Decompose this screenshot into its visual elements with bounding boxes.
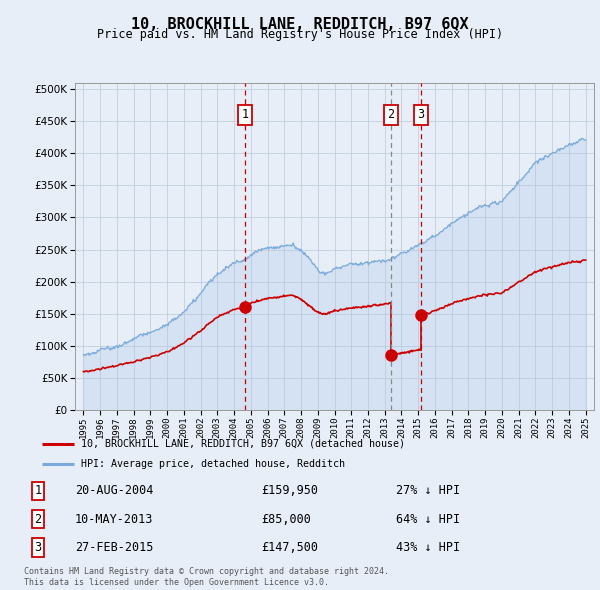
Text: 10, BROCKHILL LANE, REDDITCH, B97 6QX: 10, BROCKHILL LANE, REDDITCH, B97 6QX [131, 17, 469, 31]
Text: Contains HM Land Registry data © Crown copyright and database right 2024.: Contains HM Land Registry data © Crown c… [24, 567, 389, 576]
Text: 27% ↓ HPI: 27% ↓ HPI [396, 484, 460, 497]
Text: £159,950: £159,950 [261, 484, 318, 497]
Text: 1: 1 [241, 108, 248, 121]
Text: 3: 3 [418, 108, 424, 121]
Text: 20-AUG-2004: 20-AUG-2004 [75, 484, 153, 497]
Text: £147,500: £147,500 [261, 541, 318, 554]
Text: 2: 2 [35, 513, 41, 526]
Text: 64% ↓ HPI: 64% ↓ HPI [396, 513, 460, 526]
Text: 1: 1 [35, 484, 41, 497]
Text: 27-FEB-2015: 27-FEB-2015 [75, 541, 153, 554]
Text: £85,000: £85,000 [261, 513, 311, 526]
Text: HPI: Average price, detached house, Redditch: HPI: Average price, detached house, Redd… [81, 460, 345, 470]
Text: 10, BROCKHILL LANE, REDDITCH, B97 6QX (detached house): 10, BROCKHILL LANE, REDDITCH, B97 6QX (d… [81, 438, 405, 448]
Text: 43% ↓ HPI: 43% ↓ HPI [396, 541, 460, 554]
Text: 10-MAY-2013: 10-MAY-2013 [75, 513, 153, 526]
Text: This data is licensed under the Open Government Licence v3.0.: This data is licensed under the Open Gov… [24, 578, 329, 587]
Text: Price paid vs. HM Land Registry's House Price Index (HPI): Price paid vs. HM Land Registry's House … [97, 28, 503, 41]
Text: 2: 2 [387, 108, 394, 121]
Text: 3: 3 [35, 541, 41, 554]
